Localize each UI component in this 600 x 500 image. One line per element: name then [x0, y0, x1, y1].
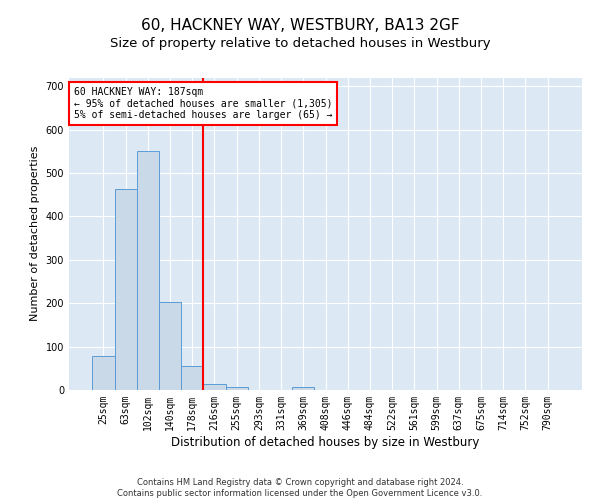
Bar [292, 386, 314, 390]
Bar [181, 366, 203, 390]
Text: 60, HACKNEY WAY, WESTBURY, BA13 2GF: 60, HACKNEY WAY, WESTBURY, BA13 2GF [140, 18, 460, 32]
Bar [159, 302, 181, 390]
Bar [115, 190, 137, 390]
Bar [226, 387, 248, 390]
Y-axis label: Number of detached properties: Number of detached properties [30, 146, 40, 322]
Bar [92, 356, 115, 390]
X-axis label: Distribution of detached houses by size in Westbury: Distribution of detached houses by size … [172, 436, 479, 448]
Text: Size of property relative to detached houses in Westbury: Size of property relative to detached ho… [110, 38, 490, 51]
Bar [203, 384, 226, 390]
Text: Contains HM Land Registry data © Crown copyright and database right 2024.
Contai: Contains HM Land Registry data © Crown c… [118, 478, 482, 498]
Bar [137, 152, 159, 390]
Text: 60 HACKNEY WAY: 187sqm
← 95% of detached houses are smaller (1,305)
5% of semi-d: 60 HACKNEY WAY: 187sqm ← 95% of detached… [74, 87, 332, 120]
